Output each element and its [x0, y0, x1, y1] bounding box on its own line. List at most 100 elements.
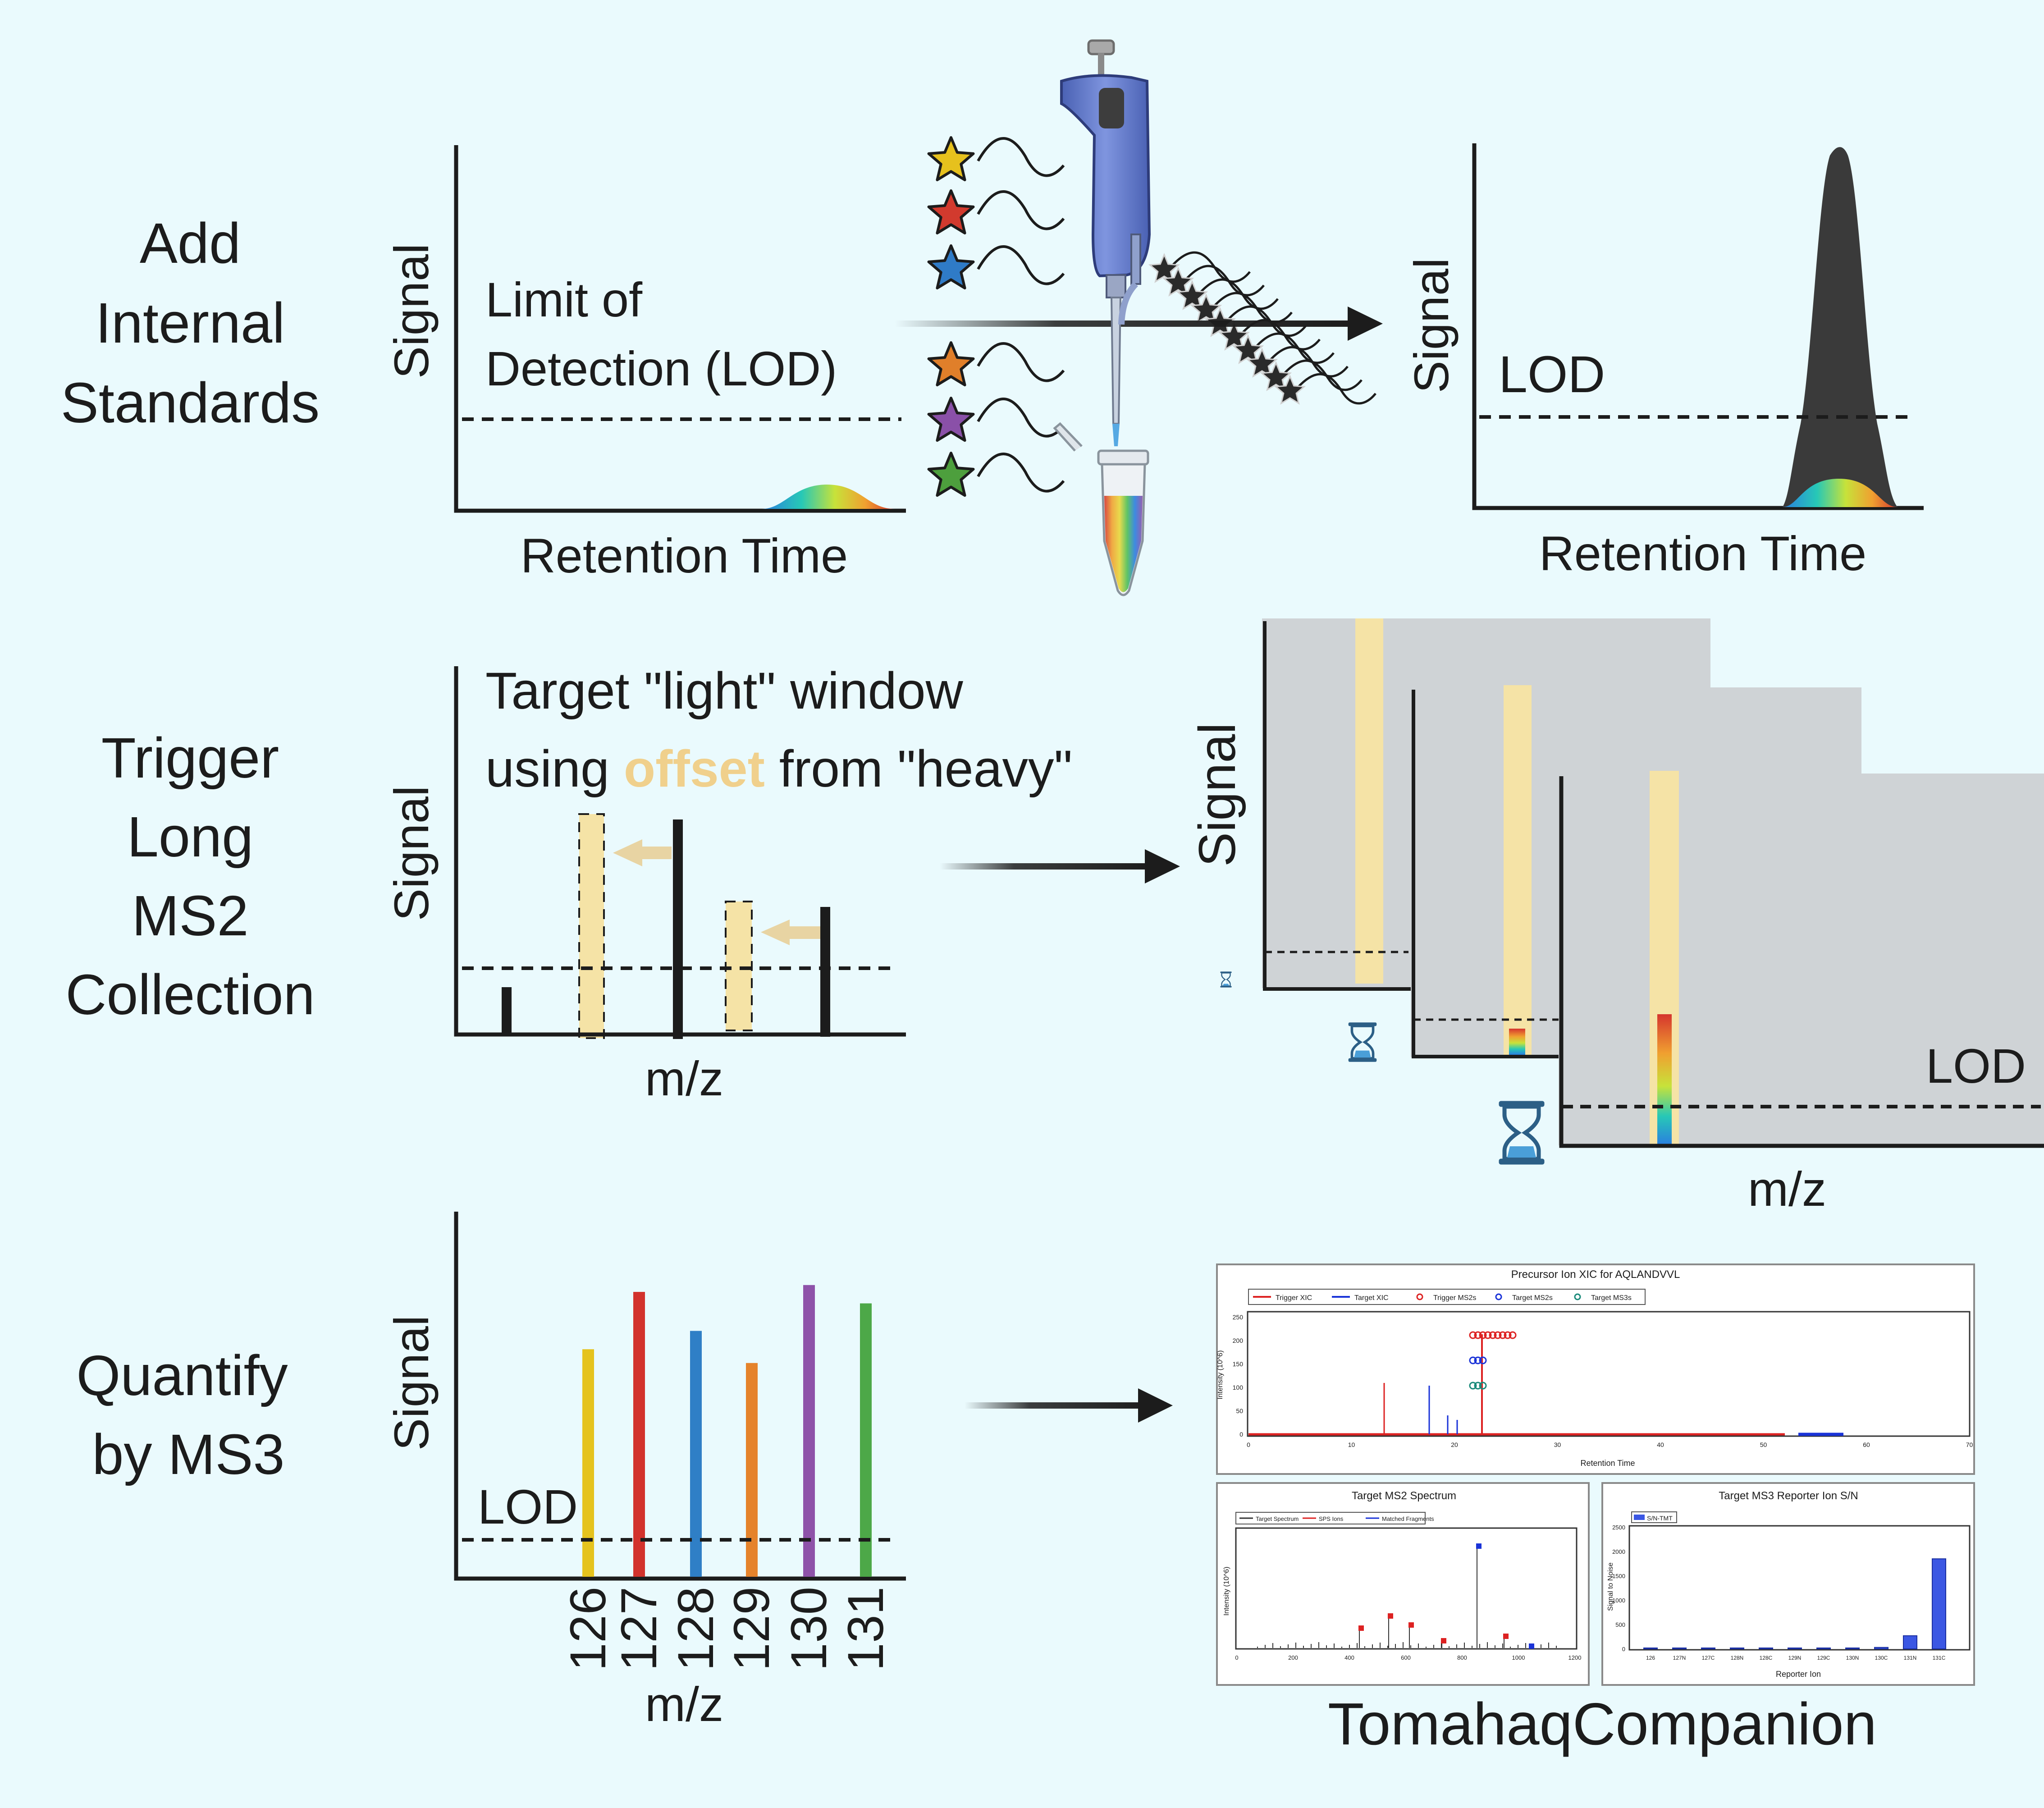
- scan-marker: [1479, 1331, 1487, 1339]
- ms3-bar-128N: [1730, 1648, 1744, 1649]
- reporter-bar-128: [690, 1331, 702, 1577]
- legend-label: Trigger MS2s: [1433, 1294, 1476, 1302]
- ms3-bars: [1643, 1558, 1946, 1650]
- retention-time-label: Retention Time: [521, 528, 848, 583]
- target-note-line2: using offset from "heavy": [485, 740, 1072, 798]
- standard-star-icon: [927, 136, 975, 182]
- x-tick: 127C: [1702, 1655, 1715, 1661]
- scan-marker: [1469, 1356, 1477, 1364]
- heavy-star-icon: [1260, 361, 1292, 391]
- y-axis-label: Intensity (10^6): [1223, 1567, 1230, 1616]
- scan-marker: [1504, 1331, 1512, 1339]
- peptide-chain: [977, 137, 1065, 177]
- y-tick: 150: [1233, 1360, 1244, 1368]
- precursor-xic-plot: Precursor Ion XIC for AQLANDVVL Trigger …: [1216, 1263, 1975, 1475]
- lod-label: LOD: [1499, 346, 1605, 403]
- y-tick: 0: [1622, 1646, 1625, 1652]
- peptide-chain: [977, 342, 1065, 382]
- scan-marker: [1509, 1331, 1517, 1339]
- heavy-star-icon: [1218, 320, 1250, 351]
- scan-marker: [1474, 1382, 1482, 1390]
- x-tick: 1200: [1568, 1654, 1582, 1661]
- lod-label: LOD: [478, 1479, 578, 1534]
- analyte-peak: [1783, 479, 1898, 507]
- peptide-chain: [1266, 346, 1349, 378]
- scan-marker: [1474, 1356, 1482, 1364]
- legend-label: S/N-TMT: [1647, 1515, 1673, 1522]
- x-tick: 200: [1288, 1654, 1298, 1661]
- reporter-bar-126: [582, 1349, 594, 1577]
- ms3-reporter-plot: Target MS3 Reporter Ion S/N S/N-TMT 0 500…: [1601, 1482, 1975, 1686]
- mz-label: m/z: [645, 1051, 723, 1106]
- x-tick: 128C: [1760, 1655, 1773, 1661]
- peptide-chain: [1196, 278, 1279, 310]
- scan-marker: [1479, 1382, 1487, 1390]
- chromatogram-after: Signal LOD Retention Time: [1404, 143, 1924, 581]
- x-tick: 30: [1554, 1441, 1561, 1448]
- scan-marker: [1499, 1331, 1507, 1339]
- x-ticks: 0 10 20 30 40 50 60 70: [1247, 1441, 1973, 1448]
- x-tick: 400: [1344, 1654, 1354, 1661]
- x-tick: 60: [1863, 1441, 1870, 1448]
- axis: [454, 666, 906, 1037]
- offset-arrow-1: [613, 839, 672, 866]
- scan-marker: [1479, 1356, 1487, 1364]
- ms3-bar-129N: [1788, 1648, 1802, 1649]
- legend-swatch: [1495, 1293, 1502, 1300]
- reporter-bars: [582, 1285, 872, 1577]
- row2-arrow-shaft: [940, 863, 1152, 870]
- flow-arrow-head: [1348, 307, 1383, 341]
- signal-label: Signal: [384, 786, 439, 921]
- x-tick: 131N: [1904, 1655, 1917, 1661]
- lod-label: LOD: [1926, 1039, 2026, 1093]
- legend-swatch: [1416, 1293, 1423, 1300]
- legend-swatch: [1574, 1293, 1581, 1300]
- plot-title: Target MS3 Reporter Ion S/N: [1719, 1490, 1858, 1502]
- signal-label: Signal: [1189, 723, 1246, 867]
- ms3-bar-126: [1643, 1648, 1658, 1649]
- peptide-chain: [977, 453, 1065, 493]
- x-tick: 800: [1457, 1654, 1467, 1661]
- fragment-marker: [1441, 1638, 1446, 1643]
- x-ticks: 0 200 400 600 800 1000 1200: [1235, 1654, 1581, 1661]
- fragment-marker: [1388, 1613, 1393, 1619]
- y-tick: 0: [1239, 1431, 1243, 1438]
- row-label-trigger-2: Long: [127, 805, 253, 869]
- peptide-chain: [977, 398, 1065, 438]
- y-tick: 250: [1233, 1314, 1244, 1321]
- internal-standards: [927, 136, 1065, 497]
- y-tick: 200: [1233, 1337, 1244, 1344]
- x-tick: 20: [1451, 1441, 1458, 1448]
- axis: [454, 145, 906, 513]
- scan-marker: [1474, 1331, 1482, 1339]
- standard-star-icon: [927, 452, 975, 497]
- y-axis-label: Signal to Noise: [1607, 1562, 1614, 1611]
- target-note-offset: offset: [624, 740, 765, 798]
- peak-heavy-2: [820, 907, 830, 1037]
- ms3-bar-127N: [1672, 1648, 1687, 1649]
- axis: [1472, 143, 1924, 510]
- reporter-tick-129: 129: [723, 1587, 780, 1671]
- hourglass-icon: [1220, 971, 1232, 988]
- chromatogram-before: Signal Limit of Detection (LOD) Retentio…: [384, 145, 906, 583]
- peak-heavy-1: [673, 819, 683, 1039]
- y-axis-label: Intensity (10^6): [1216, 1350, 1224, 1400]
- y-tick: 50: [1236, 1407, 1243, 1414]
- row-label-trigger-4: Collection: [65, 963, 315, 1026]
- lod-label-line1: Limit of: [485, 272, 643, 327]
- row-label-quantify-2: by MS3: [92, 1423, 284, 1486]
- ms3-bar-129C: [1816, 1648, 1831, 1649]
- x-tick: 50: [1760, 1441, 1767, 1448]
- row-label-add-3: Standards: [61, 371, 320, 435]
- reporter-bar-131: [860, 1303, 872, 1577]
- x-tick: 40: [1657, 1441, 1664, 1448]
- heavy-star-icon: [1162, 266, 1194, 297]
- scan-marker: [1469, 1382, 1477, 1390]
- fragment-marker: [1529, 1643, 1534, 1649]
- axis: [454, 1212, 906, 1581]
- heavy-star-icon: [1190, 293, 1222, 324]
- reporter-bar-129: [746, 1363, 758, 1577]
- signal-label: Signal: [1404, 258, 1459, 393]
- ms3-bar-130C: [1874, 1647, 1889, 1650]
